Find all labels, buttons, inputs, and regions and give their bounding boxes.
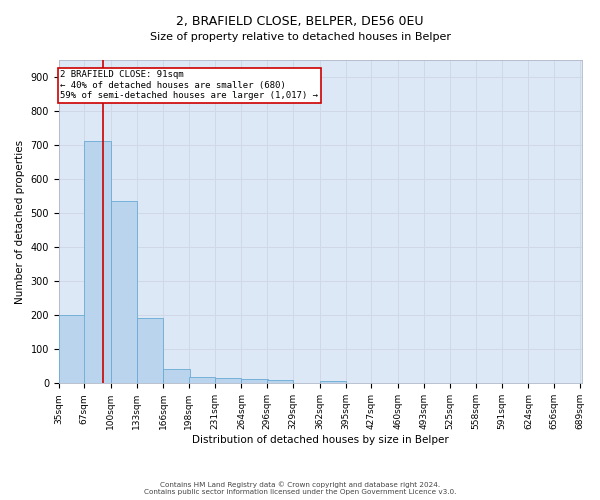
Bar xyxy=(215,378,241,384)
Text: Size of property relative to detached houses in Belper: Size of property relative to detached ho… xyxy=(149,32,451,42)
Bar xyxy=(137,318,163,384)
Bar xyxy=(84,141,110,384)
Bar xyxy=(320,380,346,384)
Bar xyxy=(267,380,293,384)
Y-axis label: Number of detached properties: Number of detached properties xyxy=(15,140,25,304)
Bar xyxy=(110,200,137,384)
Bar xyxy=(59,316,85,384)
Bar xyxy=(189,376,215,384)
Bar xyxy=(163,369,190,384)
Text: 2, BRAFIELD CLOSE, BELPER, DE56 0EU: 2, BRAFIELD CLOSE, BELPER, DE56 0EU xyxy=(176,15,424,28)
Text: 2 BRAFIELD CLOSE: 91sqm
← 40% of detached houses are smaller (680)
59% of semi-d: 2 BRAFIELD CLOSE: 91sqm ← 40% of detache… xyxy=(61,70,319,100)
Bar xyxy=(241,379,268,384)
X-axis label: Distribution of detached houses by size in Belper: Distribution of detached houses by size … xyxy=(192,435,449,445)
Text: Contains HM Land Registry data © Crown copyright and database right 2024.
Contai: Contains HM Land Registry data © Crown c… xyxy=(144,482,456,495)
